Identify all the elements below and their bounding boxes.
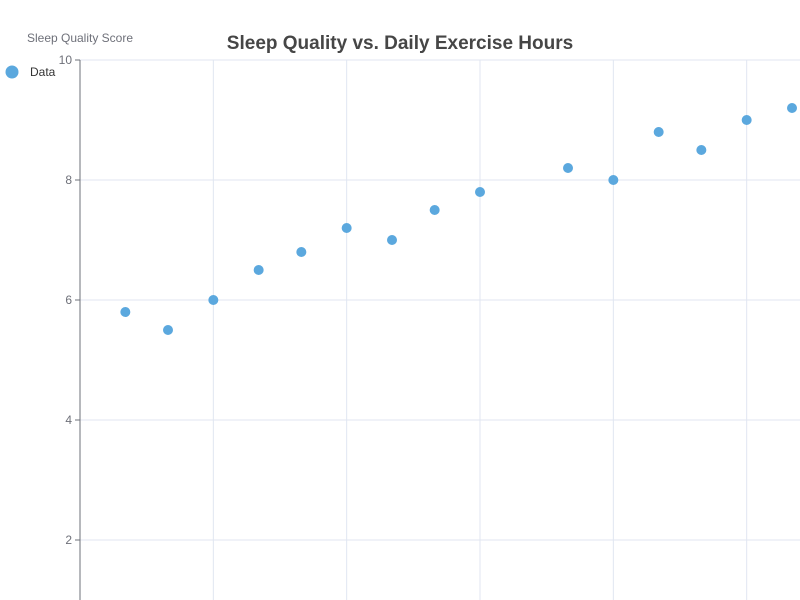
data-point: [208, 295, 219, 305]
data-point: [787, 103, 798, 113]
y-tick-label: 10: [59, 53, 73, 67]
y-tick-label: 8: [65, 173, 72, 187]
y-tick-label: 6: [65, 293, 72, 307]
data-point: [429, 205, 440, 215]
legend-label: Data: [30, 65, 56, 79]
data-point: [253, 265, 264, 275]
legend-swatch-icon: [5, 65, 19, 79]
data-point: [387, 235, 398, 245]
data-point: [475, 187, 486, 197]
y-tick-label: 2: [65, 533, 72, 547]
legend[interactable]: Data: [5, 65, 56, 79]
data-point: [741, 115, 752, 125]
y-axis-label: Sleep Quality Score: [27, 31, 133, 45]
data-point: [653, 127, 664, 137]
grid: [80, 59, 800, 600]
chart-title: Sleep Quality vs. Daily Exercise Hours: [227, 33, 573, 54]
data-point: [296, 247, 307, 257]
data-point: [163, 325, 174, 335]
data-points: [120, 103, 798, 335]
axes: 2 4 6 8 10: [59, 53, 81, 600]
data-point: [120, 307, 131, 317]
data-point: [563, 163, 574, 173]
data-point: [341, 223, 352, 233]
y-tick-label: 4: [65, 413, 72, 427]
data-point: [608, 175, 619, 185]
data-point: [696, 145, 707, 155]
